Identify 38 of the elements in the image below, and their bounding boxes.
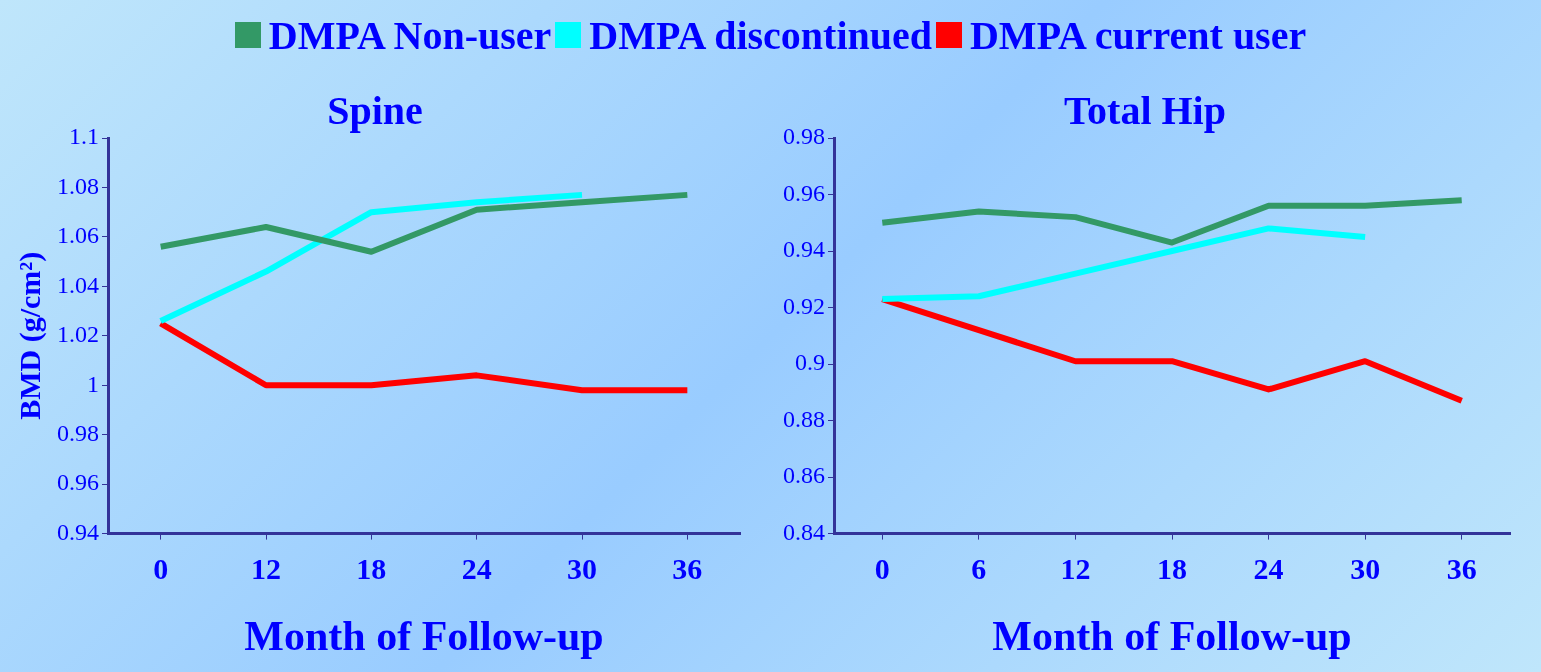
y-tick-label: 0.98 xyxy=(783,123,825,150)
x-tick-label: 18 xyxy=(1157,552,1187,586)
y-tick-label: 1.1 xyxy=(69,123,99,150)
x-tick-label: 12 xyxy=(251,552,281,586)
x-tick-label: 30 xyxy=(1350,552,1381,586)
x-tick-label: 36 xyxy=(1446,552,1477,586)
chart-title: Spine xyxy=(327,88,423,134)
x-tick-label: 24 xyxy=(1253,552,1284,586)
y-tick-label: 0.84 xyxy=(783,518,825,545)
x-tick-label: 36 xyxy=(672,552,703,586)
y-tick-label: 0.96 xyxy=(57,469,99,496)
x-tick-label: 18 xyxy=(356,552,387,586)
x-axis-title: Month of Follow-up xyxy=(992,612,1352,659)
y-tick-label: 0.92 xyxy=(783,292,825,319)
y-tick-label: 0.86 xyxy=(783,462,825,489)
y-tick-label: 0.88 xyxy=(783,405,825,432)
x-tick-label: 0 xyxy=(874,552,890,586)
y-tick-label: 0.98 xyxy=(57,420,99,446)
x-tick-label: 24 xyxy=(461,552,492,586)
y-axis-title: BMD (g/cm²) xyxy=(12,251,47,420)
x-tick-label: 0 xyxy=(153,552,169,586)
y-tick-label: 0.94 xyxy=(783,236,825,263)
y-tick-label: 1.02 xyxy=(57,321,99,348)
y-tick-label: 1.08 xyxy=(57,172,99,199)
x-tick-label: 30 xyxy=(567,552,597,586)
y-tick-label: 0.96 xyxy=(783,179,825,206)
y-tick-label: 0.9 xyxy=(795,349,825,376)
legend-label: DMPA Non-user xyxy=(268,11,552,59)
y-tick-label: 1 xyxy=(87,370,99,397)
y-tick-label: 1.04 xyxy=(57,271,99,298)
legend-label: DMPA current user xyxy=(969,11,1307,59)
y-tick-label: 0.94 xyxy=(57,518,99,545)
x-tick-label: 6 xyxy=(971,552,987,586)
x-tick-label: 12 xyxy=(1060,552,1091,586)
legend-label: DMPA discontinued xyxy=(589,11,932,59)
chart-title: Total Hip xyxy=(1064,88,1226,134)
y-tick-label: 1.06 xyxy=(57,222,99,249)
x-axis-title: Month of Follow-up xyxy=(244,612,604,659)
